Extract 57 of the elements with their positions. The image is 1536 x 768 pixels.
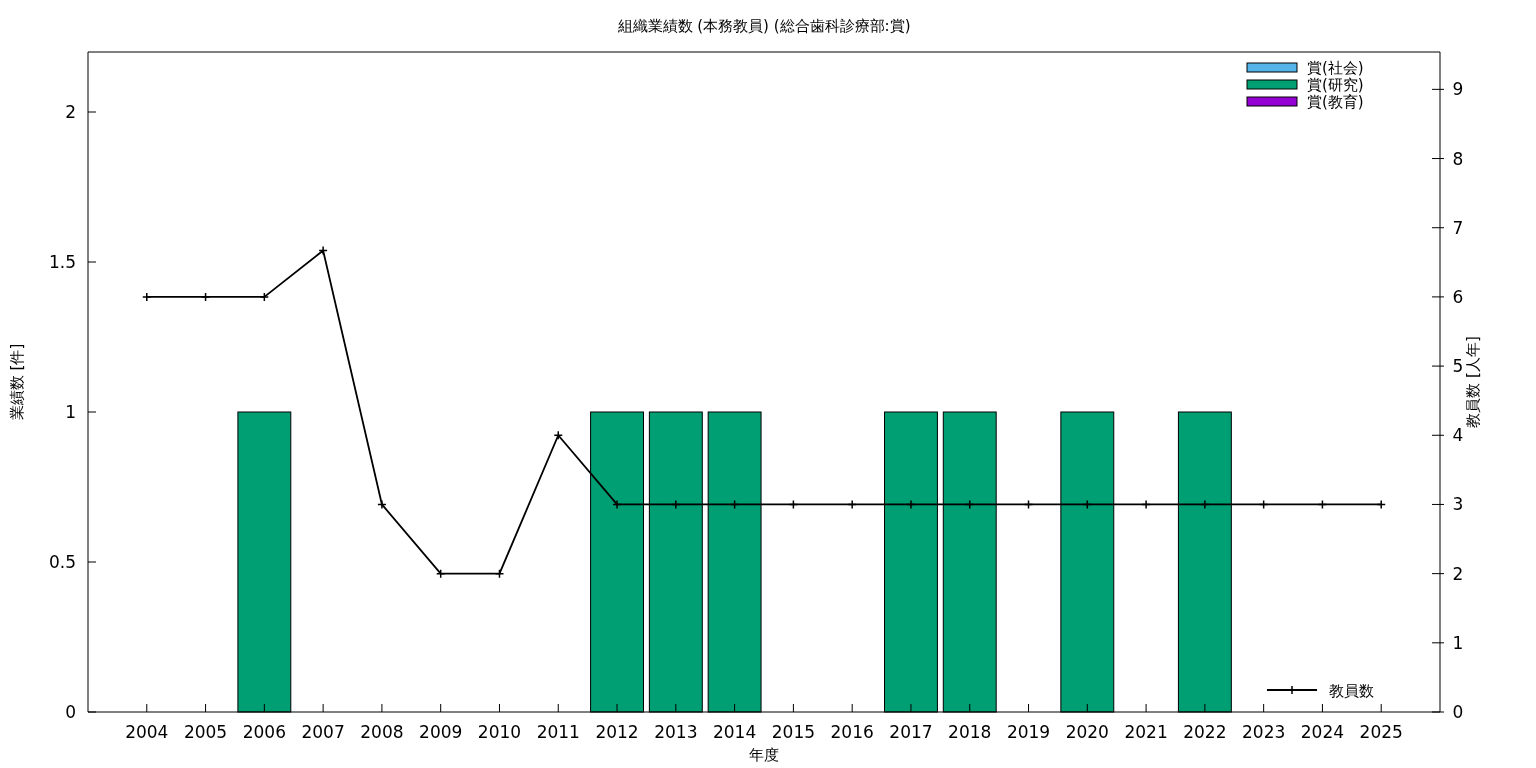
legend-label: 賞(研究) [1307,76,1364,94]
x-tick-label: 2004 [125,722,169,742]
point [200,292,211,302]
x-tick-label: 2006 [242,722,286,742]
chart-title: 組織業績数 (本務教員) (総合歯科診療部:賞) [616,17,911,35]
point [377,499,387,510]
point [1376,499,1386,510]
y-tick-label: 0 [65,702,76,722]
x-tick-label: 2025 [1359,722,1403,742]
y2-tick-label: 2 [1452,563,1464,584]
y2-tick-label: 4 [1452,425,1464,446]
x-tick-label: 2021 [1124,722,1168,742]
point [1200,499,1210,510]
y2-tick-label: 0 [1452,702,1464,722]
y2-tick-label: 5 [1452,356,1464,377]
y2-tick-label: 3 [1452,494,1464,515]
y2-tick-label: 8 [1452,148,1464,169]
point [612,499,622,510]
x-tick-label: 2017 [889,722,933,742]
point [1141,499,1151,510]
x-tick-label: 2012 [595,722,639,742]
y-tick-label: 0.5 [48,552,76,572]
x-axis-title: 年度 [749,746,779,764]
point [318,245,328,256]
point [906,499,916,510]
x-tick-label: 2010 [477,722,522,742]
y-tick-label: 2 [65,102,76,122]
point [142,292,152,302]
x-tick-label: 2024 [1300,722,1345,742]
x-tick-label: 2023 [1242,722,1286,742]
x-tick-label: 2022 [1183,722,1227,742]
y-tick-label: 1 [65,402,76,422]
x-tick-label: 2007 [301,722,345,742]
x-tick-label: 2020 [1065,722,1109,742]
point [259,292,270,302]
y2-tick-label: 1 [1452,632,1464,653]
x-tick-label: 2016 [830,722,874,742]
y2-tick-label: 9 [1452,79,1464,100]
legend-label: 賞(社会) [1307,59,1364,77]
point [847,499,857,510]
y-axis-title: 業績数 [件] [8,343,26,421]
legend-label: 賞(教育) [1307,93,1364,111]
x-tick-label: 2018 [948,722,992,742]
x-tick-label: 2008 [360,722,404,742]
y-tick-label: 1.5 [48,252,76,272]
legend-label: 教員数 [1329,682,1374,700]
y2-tick-label: 7 [1452,217,1464,238]
x-tick-label: 2014 [712,722,757,742]
x-tick-label: 2015 [771,722,816,742]
x-tick-label: 2013 [654,722,698,742]
x-tick-label: 2005 [183,722,228,742]
x-tick-label: 2011 [536,722,580,742]
x-tick-label: 2019 [1006,722,1051,742]
y2-tick-label: 6 [1452,286,1464,307]
x-tick-label: 2009 [419,722,463,742]
point [671,499,681,510]
y2-axis-title: 教員数 [人年] [1464,336,1482,428]
